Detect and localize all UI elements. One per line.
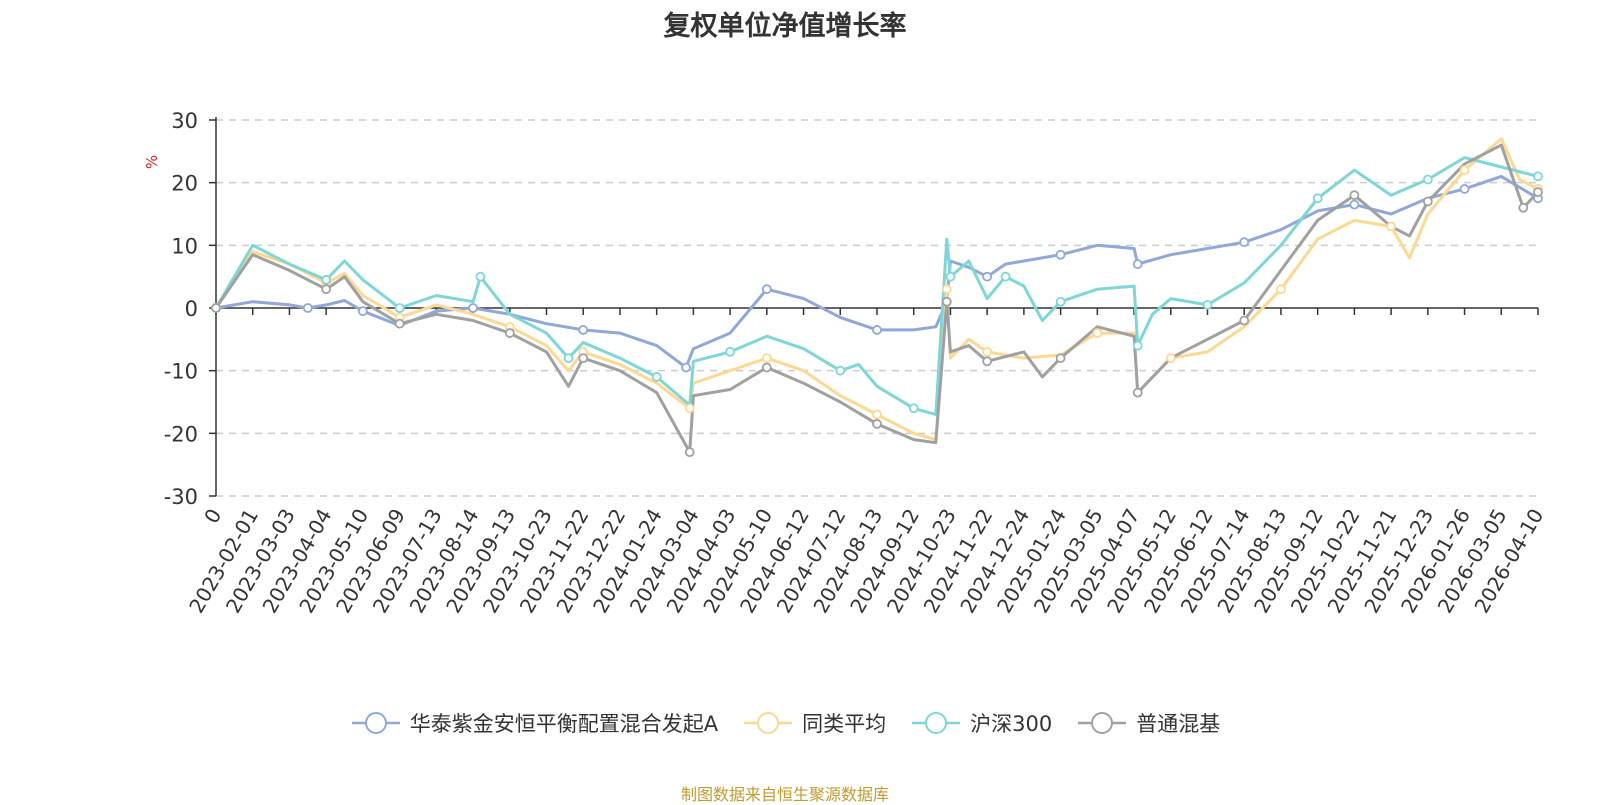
data-point <box>1386 221 1397 232</box>
data-point <box>475 271 486 282</box>
series-markers <box>211 165 1543 458</box>
legend-circle <box>364 712 387 734</box>
data-point <box>1202 299 1213 310</box>
data-point <box>941 296 952 307</box>
data-point <box>321 284 332 295</box>
data-point <box>302 303 313 313</box>
legend-circle <box>1091 712 1114 734</box>
data-point <box>684 403 695 414</box>
data-point <box>941 284 952 295</box>
x-tick-label: 0 <box>199 505 226 528</box>
data-point <box>1132 259 1143 270</box>
y-tick-label: 10 <box>171 234 198 258</box>
legend-circle <box>925 712 948 734</box>
data-point <box>321 274 332 285</box>
source-note: 制图数据来自恒生聚源数据库 <box>680 785 889 804</box>
data-point <box>1349 190 1360 201</box>
legend-marker-icon <box>744 712 793 734</box>
legend-circle <box>757 712 780 734</box>
data-point <box>725 346 736 357</box>
legend-marker-icon <box>1078 712 1127 734</box>
data-point <box>872 325 882 335</box>
y-tick-labels: 30 20 10 0 -10 -20 -30 <box>164 109 198 509</box>
data-point <box>1239 315 1250 326</box>
data-point <box>394 303 405 313</box>
data-point <box>1132 340 1143 351</box>
data-point <box>578 325 589 335</box>
data-point <box>1533 187 1543 197</box>
data-point <box>1055 249 1066 260</box>
y-tick-label: -30 <box>164 485 198 509</box>
data-point <box>1518 202 1529 213</box>
legend-item[interactable]: 沪深300 <box>910 708 1052 738</box>
series-line <box>214 143 1540 454</box>
data-point <box>1422 196 1433 207</box>
data-point <box>1533 171 1543 182</box>
data-point <box>1312 193 1323 204</box>
data-point <box>504 328 515 338</box>
data-point <box>872 419 882 429</box>
legend-item[interactable]: 同类平均 <box>742 708 886 738</box>
y-axis-unit-label: % <box>143 155 161 169</box>
data-point <box>761 284 772 295</box>
series-line <box>214 156 1539 416</box>
x-tick-labels: 02023-02-012023-03-032023-04-042023-05-1… <box>184 505 1548 618</box>
data-point <box>1132 387 1143 398</box>
y-tick-label: 30 <box>171 109 198 133</box>
legend-label: 沪深300 <box>970 712 1053 736</box>
y-tick-label: 20 <box>171 172 198 196</box>
chart-title: 复权单位净值增长率 <box>663 11 907 42</box>
data-point <box>681 362 691 373</box>
data-point <box>1092 328 1103 338</box>
data-point <box>468 303 478 313</box>
series-lines <box>214 137 1540 454</box>
legend-marker-icon <box>912 712 961 734</box>
data-point <box>982 356 993 367</box>
data-point <box>982 346 993 357</box>
data-point <box>1276 284 1286 295</box>
data-point <box>684 447 695 458</box>
legend-label: 普通混基 <box>1136 712 1221 736</box>
data-point <box>982 271 993 282</box>
data-point <box>1349 199 1360 210</box>
data-point <box>1239 237 1250 248</box>
y-tick-label: -20 <box>164 422 198 446</box>
data-point <box>211 303 221 313</box>
legend-label: 华泰紫金安恒平衡配置混合发起A <box>409 712 719 736</box>
data-point <box>1422 174 1433 185</box>
data-point <box>1165 353 1176 364</box>
data-point <box>1000 271 1011 282</box>
series-line <box>214 137 1539 442</box>
data-point <box>761 362 772 373</box>
legend-item[interactable]: 普通混基 <box>1076 708 1220 738</box>
data-point <box>394 318 405 329</box>
data-point <box>1459 165 1470 176</box>
legend-marker-icon <box>351 712 400 734</box>
legend-label: 同类平均 <box>802 712 887 736</box>
data-point <box>563 353 574 364</box>
data-point <box>835 365 846 376</box>
legend-item[interactable]: 华泰紫金安恒平衡配置混合发起A <box>350 708 718 738</box>
data-point <box>1055 353 1066 364</box>
data-point <box>1459 184 1470 194</box>
data-point <box>357 306 368 317</box>
data-point <box>908 403 919 414</box>
data-point <box>651 372 662 382</box>
data-point <box>578 353 589 364</box>
y-tick-label: -10 <box>164 360 198 384</box>
data-point <box>872 409 882 420</box>
data-point <box>761 353 772 364</box>
data-point <box>1055 296 1066 307</box>
data-point <box>945 271 956 282</box>
legend: 华泰紫金安恒平衡配置混合发起A 同类平均 沪深300 普通混基 <box>0 708 1570 738</box>
line-chart: 30 20 10 0 -10 -20 -30 02023-02-012023-03-0320… <box>143 109 1548 618</box>
y-tick-label: 0 <box>185 297 198 321</box>
